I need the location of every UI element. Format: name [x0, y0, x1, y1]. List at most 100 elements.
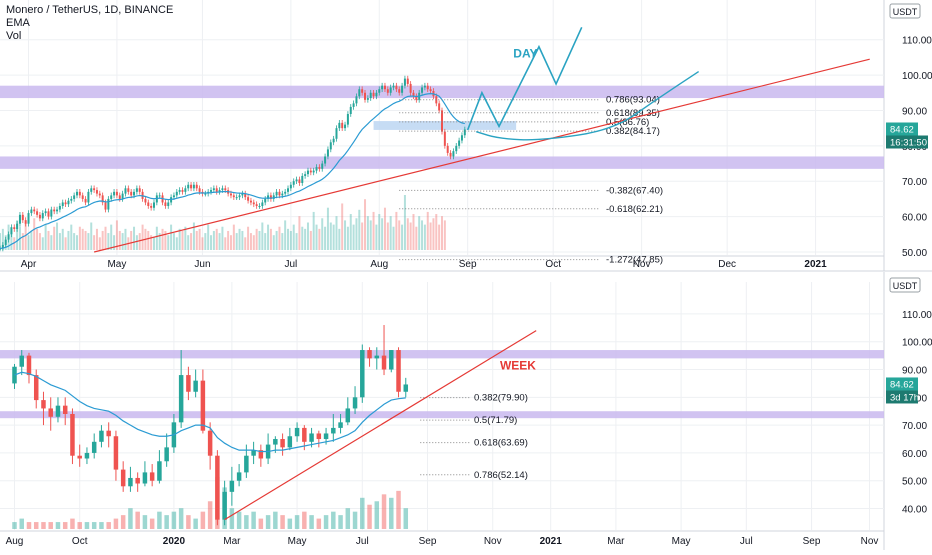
volume-bar [241, 230, 244, 250]
candle-body [267, 195, 270, 199]
candle-body [332, 138, 335, 143]
volume-bar [358, 209, 361, 250]
candle-body [392, 85, 395, 88]
candle-body [38, 214, 41, 219]
volume-bar [441, 216, 443, 250]
x-tick-label: May [288, 536, 307, 547]
annotation-label: DAY [513, 46, 537, 60]
x-tick-label: Mar [223, 536, 241, 547]
volume-bar [346, 226, 349, 250]
volume-bar [218, 233, 221, 250]
volume-bar [287, 228, 290, 250]
daily-panel: 110.00100.0090.0080.0070.0060.0050.00Apr… [0, 0, 932, 270]
candle-body [306, 170, 309, 175]
volume-bar [135, 511, 140, 529]
candle-body [106, 430, 111, 437]
volume-bar [338, 228, 341, 250]
volume-bar [12, 522, 17, 529]
volume-bar [215, 228, 218, 250]
candle-body [449, 152, 452, 157]
candle-body [18, 214, 21, 224]
volume-bar [281, 233, 284, 250]
candle-body [360, 350, 365, 398]
volume-bar [267, 224, 270, 250]
volume-bar [190, 233, 193, 250]
volume-bar [81, 228, 84, 250]
fib-level-label: -0.382(67.40) [606, 185, 663, 196]
candle-body [375, 92, 378, 97]
volume-bar [361, 222, 364, 250]
candle-body [113, 191, 116, 196]
candle-body [269, 195, 272, 199]
volume-bar [298, 216, 301, 250]
candle-body [16, 223, 19, 229]
candle-body [157, 461, 162, 481]
volume-bar [201, 237, 204, 250]
candle-body [33, 209, 36, 212]
volume-bar [21, 233, 24, 250]
candle-body [36, 211, 39, 215]
candle-body [378, 89, 381, 93]
candle-body [164, 447, 169, 462]
candle-body [443, 131, 446, 146]
volume-bar [235, 233, 238, 250]
volume-bar [306, 222, 309, 250]
volume-bar [73, 233, 76, 250]
volume-bar [175, 237, 178, 250]
candle-body [186, 375, 191, 392]
candle-body [369, 92, 372, 99]
candle-body [58, 206, 61, 210]
volume-bar [352, 511, 358, 529]
x-tick-label: Nov [861, 536, 879, 547]
volume-bar [409, 222, 412, 250]
candle-body [341, 122, 344, 129]
volume-bar [374, 501, 380, 529]
volume-bar [244, 237, 247, 250]
candle-body [338, 422, 343, 428]
countdown-tag [886, 390, 918, 404]
last-price-tag [886, 122, 918, 136]
candle-body [241, 193, 244, 196]
volume-bar [255, 228, 258, 250]
weekly-panel: 110.00100.0090.0080.0070.0060.0050.0040.… [0, 277, 932, 547]
candle-body [210, 190, 213, 192]
candle-body [95, 190, 98, 194]
x-tick-label: Aug [370, 259, 388, 270]
trendline [224, 330, 537, 521]
volume-bar [93, 235, 96, 250]
candle-body [218, 190, 221, 192]
candle-body [295, 179, 298, 182]
volume-bar [352, 224, 355, 250]
candle-body [304, 174, 307, 176]
candle-body [455, 145, 458, 152]
volume-bar [389, 216, 392, 250]
candle-body [318, 167, 321, 169]
candle-body [409, 83, 412, 93]
volume-bar [30, 230, 33, 250]
volume-bar [48, 522, 53, 529]
candle-body [352, 103, 355, 107]
y-tick-label: 60.00 [902, 449, 927, 460]
volume-bar [438, 224, 441, 250]
currency-badge [889, 277, 921, 293]
trendline [93, 58, 870, 253]
volume-bar [141, 224, 144, 250]
volume-bar [78, 226, 81, 250]
volume-bar [229, 508, 235, 529]
chart-title: Monero / TetherUS, 1D, BINANCE [6, 4, 174, 16]
candle-body [164, 202, 167, 206]
volume-bar [398, 220, 401, 250]
candle-body [244, 193, 247, 198]
last-price-tag [886, 377, 918, 391]
x-tick-label: Dec [718, 259, 736, 270]
candle-body [24, 220, 27, 224]
candle-body [323, 433, 329, 440]
volume-bar [331, 511, 336, 529]
candle-body [298, 179, 301, 183]
volume-bar [56, 222, 59, 250]
candle-body [366, 98, 369, 100]
y-tick-label: 70.00 [902, 177, 927, 188]
volume-bar [99, 522, 104, 529]
candle-body [142, 472, 148, 484]
